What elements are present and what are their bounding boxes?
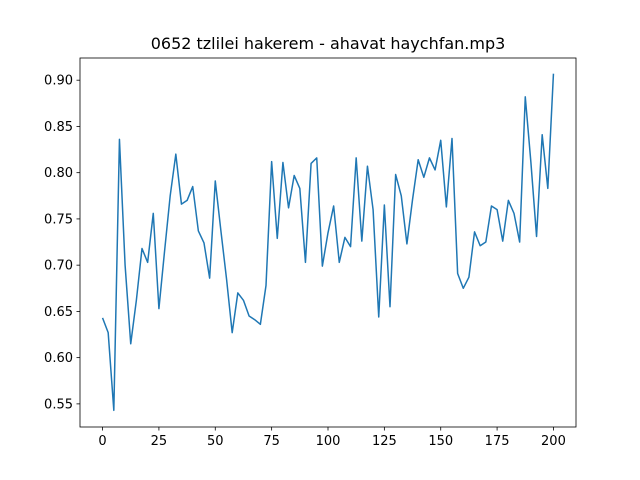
y-tick-label: 0.70 <box>44 259 73 274</box>
y-tick-label: 0.75 <box>44 212 73 227</box>
x-tick-label: 125 <box>372 434 397 449</box>
data-line <box>101 73 555 412</box>
chart-title: 0652 tzlilei hakerem - ahavat haychfan.m… <box>151 34 506 53</box>
axes-frame <box>79 57 577 428</box>
y-tick-label: 0.65 <box>44 305 73 320</box>
y-tick-label: 0.90 <box>44 74 73 89</box>
x-tick-label: 100 <box>316 434 341 449</box>
x-tick-label: 0 <box>98 434 106 449</box>
x-tick-label: 75 <box>263 434 280 449</box>
y-tick-label: 0.55 <box>44 397 73 412</box>
y-tick-label: 0.85 <box>44 120 73 135</box>
y-tick-label: 0.80 <box>44 166 73 181</box>
y-tick-label: 0.60 <box>44 351 73 366</box>
x-tick-label: 175 <box>485 434 510 449</box>
x-tick-label: 25 <box>151 434 168 449</box>
x-tick-label: 200 <box>541 434 566 449</box>
x-tick-label: 50 <box>207 434 224 449</box>
x-tick-label: 150 <box>428 434 453 449</box>
